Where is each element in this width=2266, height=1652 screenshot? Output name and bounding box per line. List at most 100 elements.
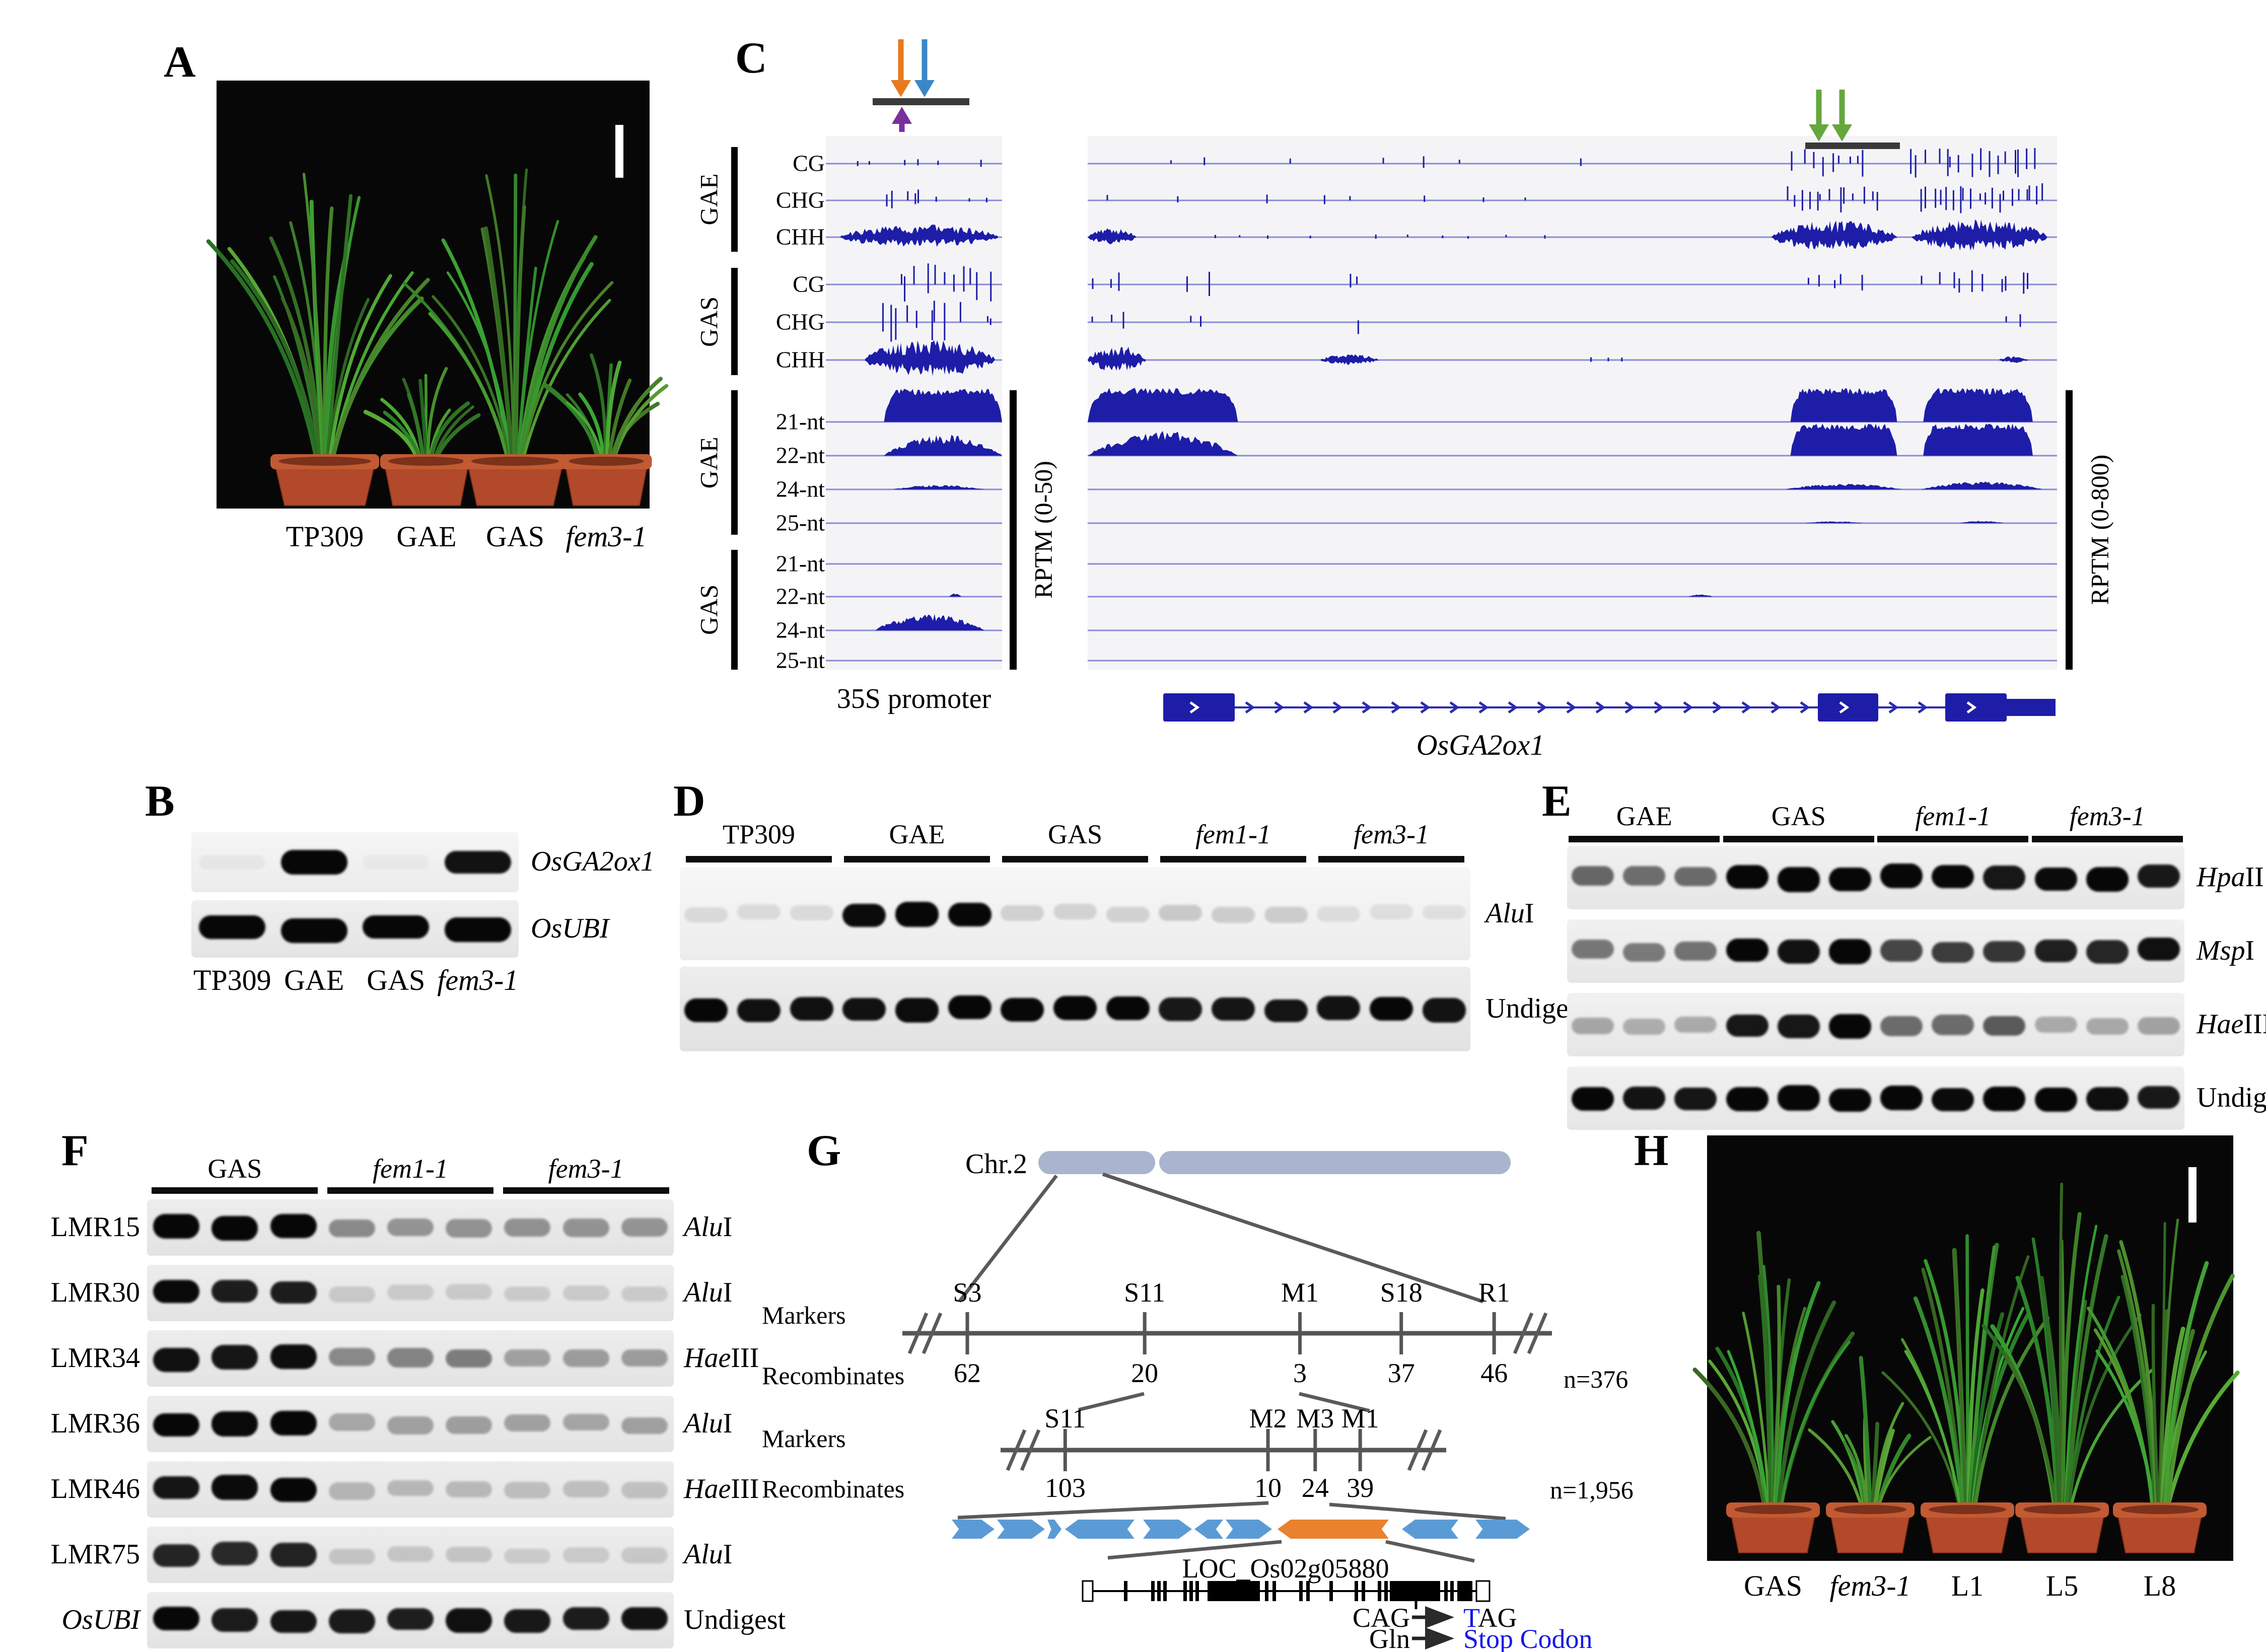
gel-band [1053,996,1097,1021]
panel-e-row-label: Undigest [2197,1082,2266,1114]
aa-to-label: Stop Codon [1463,1624,1593,1652]
panel-b-row-label: OsUBI [531,913,609,945]
panel-b-tag: B [145,777,175,826]
gel-band [1932,942,1974,963]
map-recombinant-count: 62 [954,1358,981,1388]
gel-band [446,1349,492,1368]
panel-f-group-label: GAS [207,1154,262,1184]
gel-band [1880,1085,1923,1110]
gel-band [621,1349,668,1367]
gene-arrow [1475,1520,1530,1539]
gel-band [562,1285,609,1301]
gel-band [1828,939,1871,965]
panel-f-row-label: AluI [684,1211,732,1243]
left-region-bar [873,98,969,105]
gel-band [2086,940,2129,964]
aa-from-label: Gln [1369,1624,1410,1652]
gel-band [211,1475,258,1500]
panel-b-lane-label: fem3-1 [437,964,519,996]
gel-band [2034,868,2077,891]
label-part: III [2243,1009,2266,1040]
label-part: III [731,1342,759,1374]
browser-tracks [826,159,1002,662]
gel-band [1777,867,1820,892]
gel-band [504,1548,551,1564]
track-label: 24-nt [775,617,825,643]
gel-band [211,1608,258,1632]
gel-band [328,1219,375,1237]
panel-f-marker-label: LMR46 [50,1473,140,1505]
panel-e-row-label: MspI [2197,935,2254,967]
panel-d-group-underline [844,856,990,863]
gel-band [270,1610,317,1633]
rptm-left-axis-label: RPTM (0-50) [1029,461,1057,599]
panel-b-gel-osubi [191,900,519,958]
gel-band [328,1482,375,1500]
panel-d-group-label: TP309 [722,819,796,849]
gel-band [270,1411,317,1435]
gene-arrow [1226,1520,1272,1539]
panel-f-row-label: Undigest [684,1604,786,1636]
gel-band [328,1413,375,1431]
gel-band [790,905,833,921]
panel-e-row-label: HpaII [2197,861,2264,893]
label-part: Msp [2197,935,2245,967]
map-recombinant-count: 103 [1044,1473,1086,1503]
promoter-35s-label: 35S promoter [836,683,992,714]
track-group-label: GAS [694,584,723,635]
gel-band [1422,997,1466,1023]
gel-band [562,1218,609,1237]
panel-e-group-underline [1877,836,2029,842]
panel-e-tag: E [1542,777,1572,826]
gel-band [562,1607,609,1630]
gel-band [621,1547,668,1563]
label-part: Alu [684,1539,723,1570]
panel-a-photo [206,81,669,509]
map2-markers-label: Markers [762,1424,846,1453]
gel-band [363,915,430,939]
gel-band [1777,1085,1820,1111]
panel-b-lane-label: GAE [284,964,344,996]
panel-h-pot-label: fem3-1 [1829,1569,1911,1602]
map-marker-label: M3 [1296,1403,1334,1433]
panel-e-gel [1567,993,2184,1056]
gel-band [2086,1087,2129,1111]
label-part: Hae [684,1342,731,1374]
gene-arrow [1065,1520,1135,1539]
panel-a-pot-label: fem3-1 [565,520,647,553]
gel-band [1106,906,1150,923]
gel-band [153,1413,200,1436]
gel-band [1726,939,1768,962]
track-label: CHH [775,346,825,373]
gel-band [1572,940,1614,959]
gel-band [2137,1017,2180,1035]
panel-f-group-label: fem3-1 [548,1154,624,1184]
gel-band [328,1548,375,1565]
gel-band [153,1544,200,1567]
panel-f-marker-label: LMR36 [50,1408,140,1440]
gel-band [1001,905,1044,921]
gel-band [1317,995,1361,1021]
track-label: 21-nt [775,550,825,577]
browser-tracks [1088,148,2057,662]
gel-band [1932,865,1974,888]
gel-band [2034,1017,2077,1033]
panel-e-group-label: GAS [1771,801,1826,831]
gel-band [842,998,886,1021]
panel-b-lane-label: GAS [367,964,426,996]
codon-to-highlight: T [1463,1603,1478,1633]
panel-e-gel [1567,846,2184,909]
gene-arrow [1143,1520,1192,1539]
gel-band [153,1280,200,1304]
panel-f-marker-label: LMR15 [50,1211,140,1243]
panel-f-gel [147,1396,674,1452]
codon-to-rest: AG [1477,1603,1517,1633]
gene-arrow [997,1520,1045,1539]
panel-f-marker-label: LMR34 [50,1342,140,1374]
gel-band [446,1284,492,1300]
gel-band [1828,1088,1871,1112]
label-part: I [723,1277,733,1309]
label-part: Alu [1485,897,1525,929]
map-marker-label: S18 [1380,1277,1423,1308]
panel-e-group-label: fem1-1 [1915,801,1991,831]
